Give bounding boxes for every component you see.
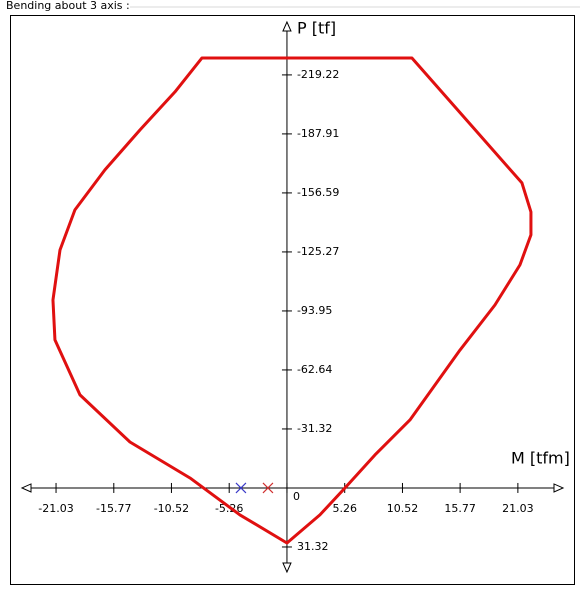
y-tick-label: 31.32 <box>297 540 329 553</box>
y-tick-label: -125.27 <box>297 245 339 258</box>
plot-frame <box>10 15 575 585</box>
arrow <box>282 20 292 574</box>
x-tick-label: -15.77 <box>96 502 131 515</box>
x-tick-label: -10.52 <box>154 502 189 515</box>
x-tick-label: -21.03 <box>38 502 73 515</box>
y-tick-label: -219.22 <box>297 68 339 81</box>
arrow <box>20 483 565 493</box>
y-tick-label: -187.91 <box>297 127 339 140</box>
x-tick-label: 15.77 <box>444 502 476 515</box>
y-tick-label: -93.95 <box>297 304 332 317</box>
y-tick-label: -62.64 <box>297 363 332 376</box>
load-point <box>262 482 274 494</box>
y-axis-label: P [tf] <box>297 19 336 38</box>
load-point <box>235 482 247 494</box>
x-axis-label: M [tfm] <box>511 449 570 468</box>
x-tick-label: 0 <box>293 490 300 503</box>
y-tick-label: -156.59 <box>297 186 339 199</box>
x-tick-label: 5.26 <box>332 502 357 515</box>
x-tick-label: 10.52 <box>387 502 419 515</box>
x-tick-label: 21.03 <box>502 502 534 515</box>
y-tick-label: -31.32 <box>297 422 332 435</box>
group-title: Bending about 3 axis : <box>6 0 130 12</box>
interaction-curve <box>51 56 533 545</box>
